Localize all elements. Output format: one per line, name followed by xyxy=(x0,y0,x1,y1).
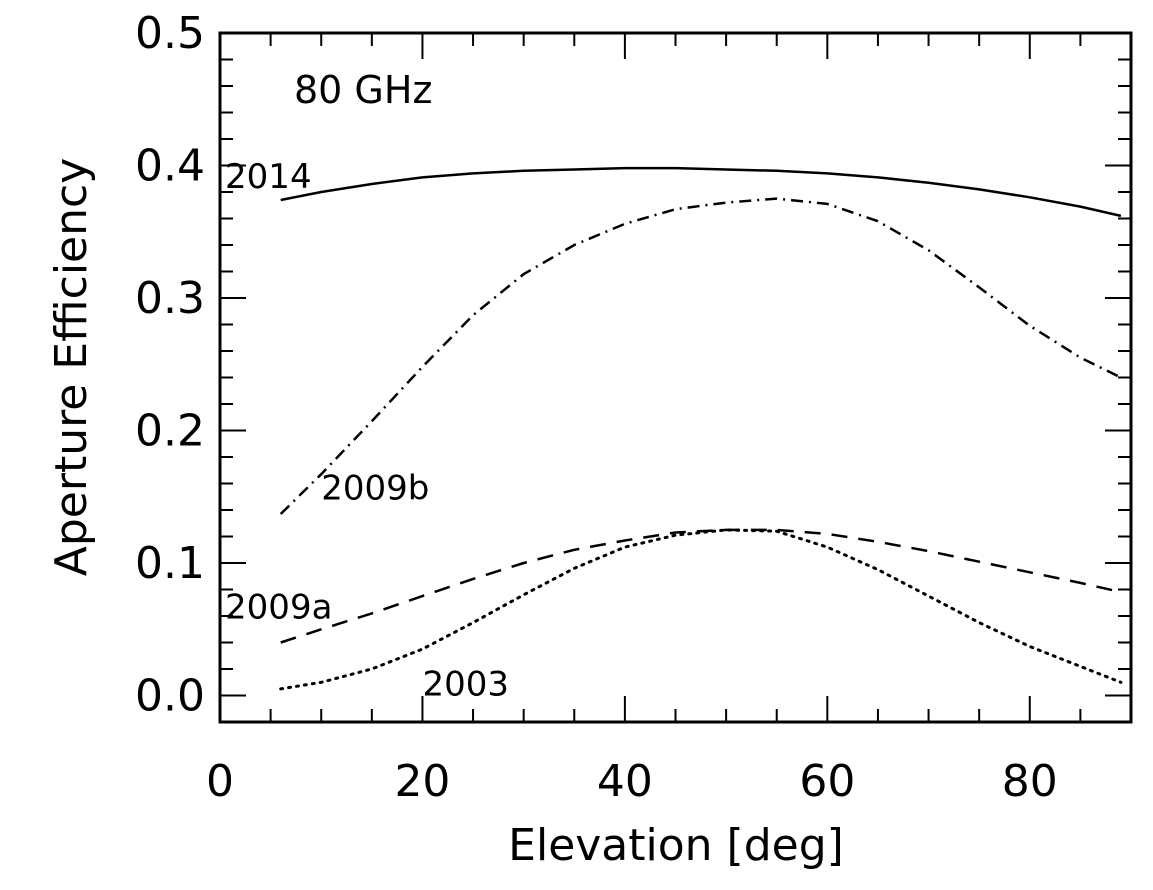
series-line-2009b xyxy=(279,197,1122,515)
series-labels: 2014 2009b 2009a 2003 xyxy=(225,157,509,704)
series-label-2009a: 2009a xyxy=(225,588,332,628)
y-tick-label: 0.3 xyxy=(135,273,205,324)
frequency-annotation: 80 GHz xyxy=(294,68,432,112)
plot-frame xyxy=(218,31,1133,724)
y-tick-label: 0.4 xyxy=(135,141,205,192)
x-axis-label: Elevation [deg] xyxy=(508,820,844,871)
series-lines xyxy=(279,166,1123,691)
x-tick-label: 60 xyxy=(799,756,855,807)
series-label-2014: 2014 xyxy=(225,157,312,197)
x-tick-label: 40 xyxy=(597,756,653,807)
x-tick-label: 80 xyxy=(1002,756,1058,807)
x-tick-label: 0 xyxy=(206,756,234,807)
x-tick-label: 20 xyxy=(394,756,450,807)
y-tick-label: 0.5 xyxy=(135,8,205,59)
series-label-2003: 2003 xyxy=(422,665,509,705)
series-line-2009a xyxy=(280,528,1122,644)
y-tick-label: 0.0 xyxy=(135,671,205,722)
tick-labels: 0 20 40 60 80 0.0 0.1 0.2 0.3 0.4 0.5 xyxy=(135,8,1058,807)
series-line-2003 xyxy=(279,528,1123,691)
y-tick-label: 0.1 xyxy=(135,538,205,589)
series-label-2009b: 2009b xyxy=(321,468,429,508)
y-tick-label: 0.2 xyxy=(135,406,205,457)
series-line-2014 xyxy=(280,166,1122,218)
y-axis-label: Aperture Efficiency xyxy=(46,158,97,576)
